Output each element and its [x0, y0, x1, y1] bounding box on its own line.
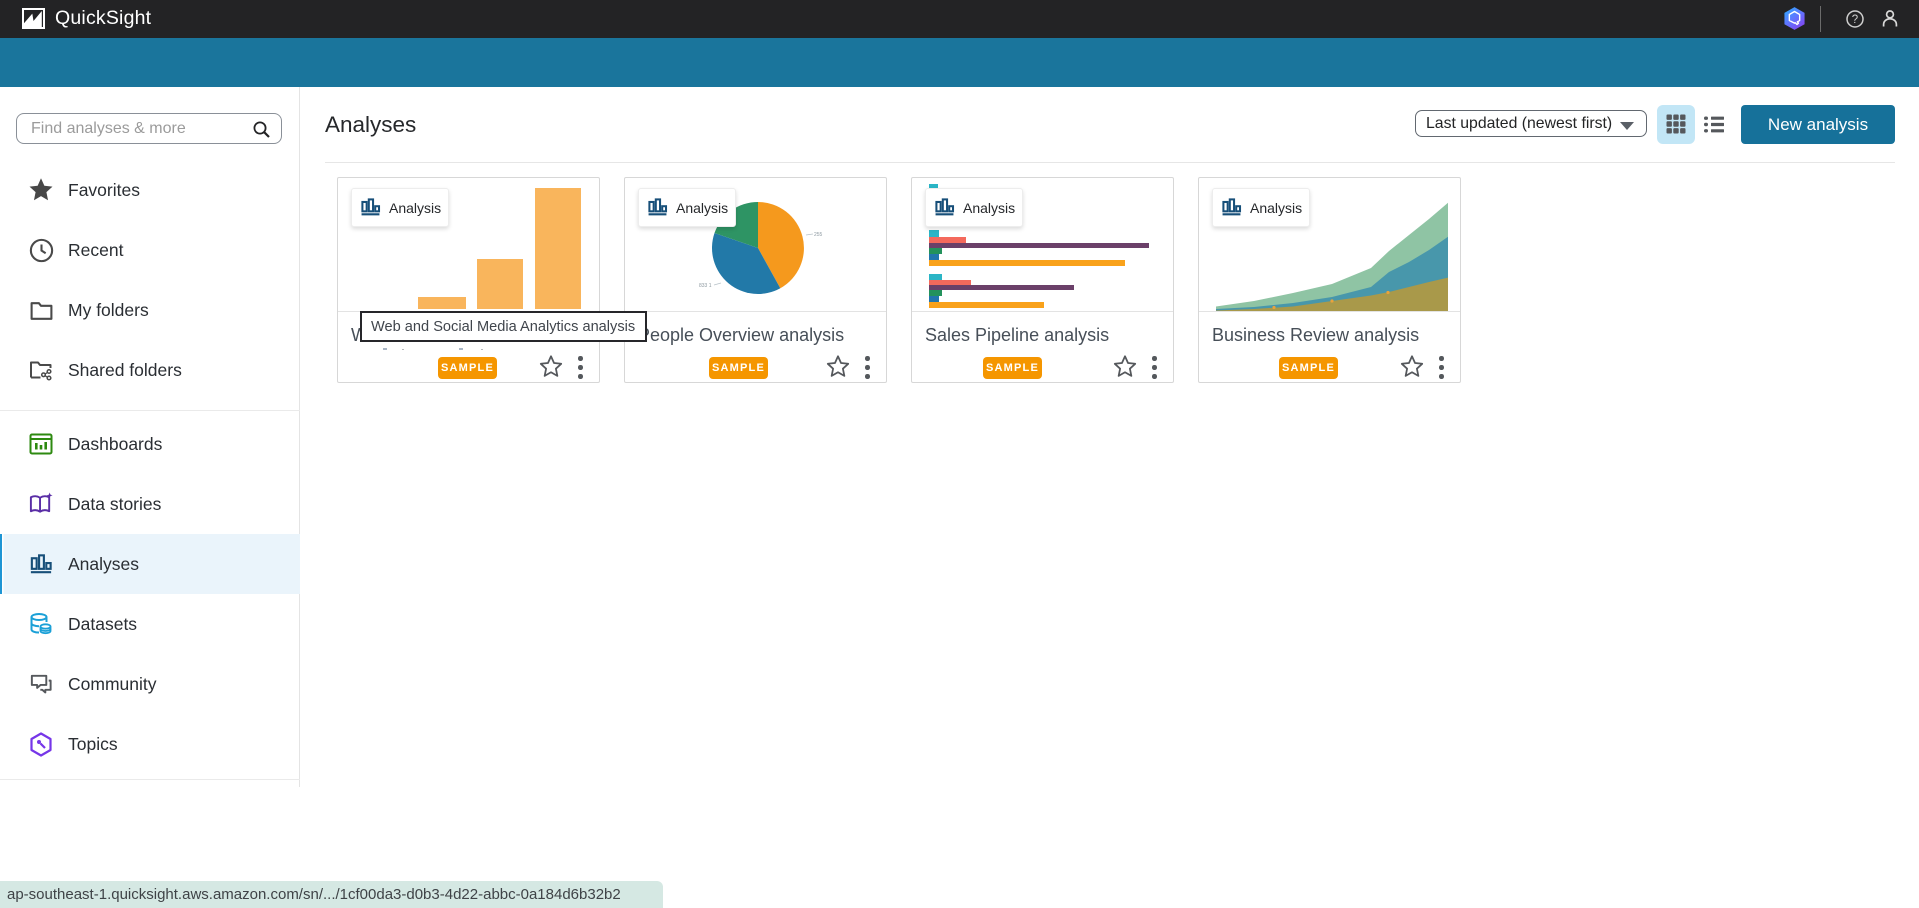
- svg-text:833 1: 833 1: [699, 283, 712, 289]
- svg-text:?: ?: [1852, 14, 1858, 26]
- svg-text:255: 255: [814, 232, 823, 238]
